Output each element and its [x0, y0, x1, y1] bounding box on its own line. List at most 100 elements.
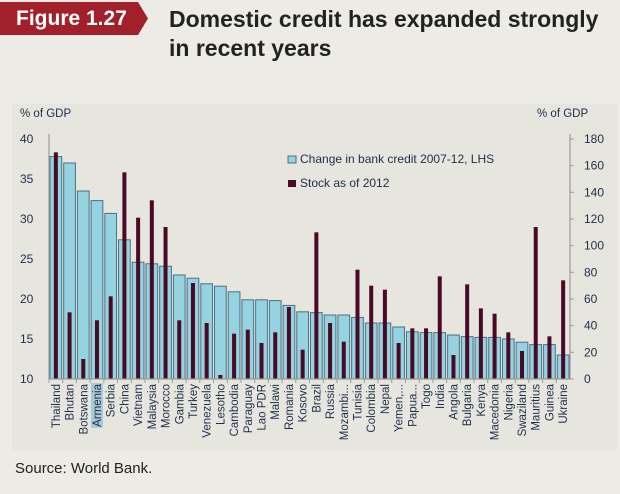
x-tick-label: Mauritius	[531, 384, 543, 431]
x-tick-label-group-12: Lesotho	[215, 384, 227, 425]
x-tick-label-group-11: Venezuela	[202, 383, 214, 437]
x-tick-label: Gambia	[174, 383, 186, 424]
right-tick-label: 20	[584, 345, 598, 359]
right-tick-label: 0	[584, 372, 591, 386]
x-tick-label-group-26: Papua...	[407, 384, 419, 427]
legend-label-stock: Stock as of 2012	[300, 176, 390, 190]
right-tick-label: 100	[584, 239, 604, 253]
left-tick-label: 30	[20, 212, 34, 226]
axes-layer: Thailand Bhutan Botswana Armenia Serbia China…	[20, 132, 604, 440]
bar-stock-24	[382, 289, 387, 379]
x-tick-label-group-35: Mauritius	[531, 384, 543, 431]
x-tick-label-group-20: Russia	[325, 383, 337, 419]
x-tick-label-group-4: Serbia	[106, 383, 118, 417]
bar-stock-29	[451, 355, 456, 379]
right-tick-label: 140	[584, 185, 604, 199]
bar-stock-26	[410, 328, 415, 379]
x-tick-label-group-2: Botswana	[78, 383, 90, 434]
x-tick-label: Venezuela	[202, 383, 214, 437]
x-tick-label: Swaziland	[517, 384, 529, 436]
bar-stock-12	[218, 375, 223, 379]
x-tick-label: Thailand	[51, 384, 63, 428]
bar-stock-4	[108, 296, 113, 379]
bar-stock-30	[465, 284, 470, 379]
x-tick-label-group-1: Bhutan	[65, 384, 77, 420]
bar-stock-27	[424, 328, 429, 379]
left-axis-unit-label: % of GDP	[20, 108, 72, 120]
x-tick-label-group-5: China	[119, 383, 131, 414]
x-tick-label-group-14: Paraguay	[243, 384, 255, 433]
x-tick-label-group-19: Brazil	[311, 384, 323, 413]
bar-stock-22	[355, 269, 360, 379]
x-tick-label: Turkey	[188, 384, 200, 419]
x-tick-label: Macedonia	[490, 383, 502, 440]
x-tick-label-group-18: Kosovo	[298, 384, 310, 422]
x-tick-label-group-22: Tunisia	[352, 383, 364, 420]
x-tick-label-group-29: Angola	[448, 383, 460, 419]
bars-layer	[49, 152, 570, 380]
bar-stock-31	[478, 308, 483, 379]
x-tick-label-group-10: Turkey	[188, 384, 200, 419]
x-tick-label: Russia	[325, 383, 337, 419]
bar-stock-5	[122, 172, 127, 379]
x-tick-label: Lesotho	[215, 384, 227, 425]
x-tick-label: Malaysia	[147, 383, 159, 429]
bar-stock-21	[341, 341, 346, 379]
bar-stock-34	[520, 351, 525, 379]
x-tick-label: Nepal	[380, 384, 392, 414]
bar-stock-37	[561, 280, 566, 379]
right-tick-label: 120	[584, 212, 604, 226]
x-tick-label-group-24: Nepal	[380, 384, 392, 414]
bar-stock-0	[53, 152, 58, 379]
right-tick-label: 180	[584, 132, 604, 146]
x-tick-label: Guinea	[544, 383, 556, 421]
x-tick-label: Colombia	[366, 383, 378, 432]
x-tick-label-group-23: Colombia	[366, 383, 378, 432]
x-tick-label-group-33: Nigeria	[503, 383, 515, 420]
x-tick-label: Serbia	[106, 383, 118, 417]
bar-change-2	[76, 190, 90, 380]
legend-label-change: Change in bank credit 2007-12, LHS	[300, 152, 494, 166]
bar-stock-17	[286, 307, 291, 379]
bar-stock-3	[94, 320, 99, 379]
x-tick-label: Bhutan	[65, 384, 77, 420]
left-tick-label: 20	[20, 292, 34, 306]
bar-stock-6	[136, 217, 141, 379]
x-tick-label: Mozambi...	[339, 384, 351, 440]
source-note: Source: World Bank.	[15, 460, 153, 477]
bar-stock-33	[506, 332, 511, 379]
x-tick-label: Malawi	[270, 384, 282, 420]
x-tick-label-group-21: Mozambi...	[339, 384, 351, 440]
legend-swatch-change	[287, 155, 297, 164]
right-tick-label: 40	[584, 319, 598, 333]
bar-stock-16	[273, 332, 278, 379]
x-tick-label-group-3: Armenia	[90, 383, 104, 428]
x-tick-label-group-36: Guinea	[544, 383, 556, 421]
x-tick-label-group-31: Kenya	[476, 383, 488, 416]
x-tick-label: Cambodia	[229, 383, 241, 436]
x-tick-label: Angola	[448, 383, 460, 419]
x-tick-label: Vietnam	[133, 384, 145, 426]
bar-stock-36	[547, 336, 552, 379]
x-tick-label-group-32: Macedonia	[490, 383, 502, 440]
bar-stock-13	[232, 333, 237, 379]
right-axis-unit-label: % of GDP	[537, 108, 589, 120]
x-tick-label-group-34: Swaziland	[517, 384, 529, 436]
legend-swatch-stock	[288, 180, 296, 187]
bar-change-12	[214, 285, 227, 380]
x-tick-label-group-27: Togo	[421, 384, 433, 409]
legend: Change in bank credit 2007-12, LHS Stock …	[287, 152, 494, 190]
bar-stock-23	[369, 285, 374, 379]
bar-stock-20	[328, 323, 333, 379]
x-tick-label: Romania	[284, 383, 296, 430]
bar-stock-7	[149, 200, 154, 379]
bar-stock-1	[67, 312, 72, 379]
x-tick-label: Tunisia	[352, 383, 364, 420]
bar-stock-15	[259, 343, 264, 379]
x-tick-label: Brazil	[311, 384, 323, 413]
x-tick-label-group-0: Thailand	[51, 384, 63, 428]
x-tick-label: Bulgaria	[462, 383, 474, 426]
bar-stock-14	[245, 329, 250, 379]
x-tick-label-group-28: India	[435, 383, 447, 409]
